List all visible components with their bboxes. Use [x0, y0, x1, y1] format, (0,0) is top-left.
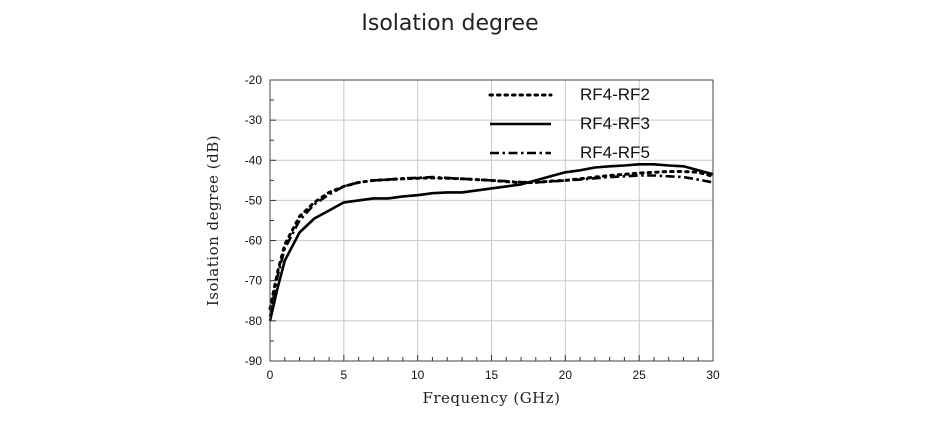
y-tick-labels: -20 -30 -40 -50 -60 -70 -80 -90 [245, 73, 263, 368]
series-line-rf4-rf3 [268, 163, 714, 322]
y-tick-label: -90 [245, 354, 263, 368]
grid-lines [270, 80, 713, 361]
x-tick-label: 25 [632, 368, 646, 382]
y-tick-label: -60 [245, 234, 263, 248]
series-line-rf4-rf5 [268, 174, 714, 318]
legend: RF4-RF2 RF4-RF3 RF4-RF5 [488, 85, 650, 162]
x-tick-labels: 0 5 10 15 20 25 30 [267, 368, 720, 382]
x-tick-label: 5 [340, 368, 347, 382]
legend-label: RF4-RF2 [580, 85, 650, 104]
y-tick-label: -50 [245, 193, 263, 207]
series-layer [268, 163, 715, 322]
x-tick-label: 0 [267, 368, 274, 382]
y-tick-label: -20 [245, 73, 263, 87]
x-tick-label: 10 [411, 368, 425, 382]
y-tick-label: -80 [245, 314, 263, 328]
y-tick-label: -70 [245, 274, 263, 288]
chart-title: Isolation degree [361, 11, 538, 36]
x-tick-label: 30 [706, 368, 720, 382]
plot-frame [269, 79, 714, 362]
x-tick-label: 20 [559, 368, 573, 382]
y-axis-label: Isolation degree (dB) [204, 135, 222, 306]
y-tick-label: -40 [245, 153, 263, 167]
x-tick-label: 15 [485, 368, 499, 382]
x-axis-label: Frequency (GHz) [422, 389, 560, 407]
legend-label: RF4-RF5 [580, 143, 650, 162]
legend-label: RF4-RF3 [580, 114, 650, 133]
y-tick-label: -30 [245, 113, 263, 127]
